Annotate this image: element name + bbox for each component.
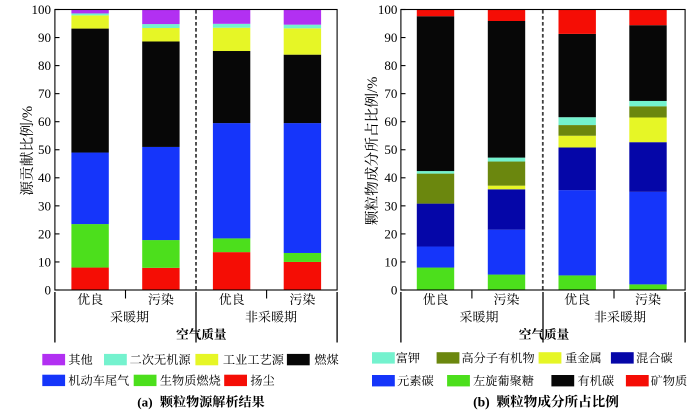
svg-text:/%: /% — [365, 77, 381, 93]
svg-text:20: 20 — [38, 226, 51, 241]
svg-text:10: 10 — [38, 254, 51, 269]
svg-text:20: 20 — [384, 226, 397, 241]
svg-text:(a): (a) — [137, 394, 152, 409]
svg-text:70: 70 — [38, 86, 51, 101]
svg-text:80: 80 — [384, 58, 397, 73]
svg-text:50: 50 — [38, 142, 51, 157]
svg-text:30: 30 — [38, 198, 51, 213]
svg-text:100: 100 — [378, 2, 398, 17]
svg-text:100: 100 — [32, 2, 52, 17]
svg-text:60: 60 — [38, 114, 51, 129]
svg-text:70: 70 — [384, 86, 397, 101]
svg-text:10: 10 — [384, 254, 397, 269]
svg-text:60: 60 — [384, 114, 397, 129]
svg-text:90: 90 — [384, 30, 397, 45]
svg-text:80: 80 — [38, 58, 51, 73]
svg-text:0: 0 — [391, 282, 398, 297]
svg-text:(b): (b) — [473, 394, 490, 410]
svg-text:50: 50 — [384, 142, 397, 157]
svg-text:90: 90 — [38, 30, 51, 45]
svg-text:0: 0 — [45, 282, 52, 297]
svg-text:40: 40 — [38, 170, 51, 185]
svg-text:30: 30 — [384, 198, 397, 213]
svg-text:/%: /% — [20, 106, 36, 122]
svg-text:40: 40 — [384, 170, 397, 185]
